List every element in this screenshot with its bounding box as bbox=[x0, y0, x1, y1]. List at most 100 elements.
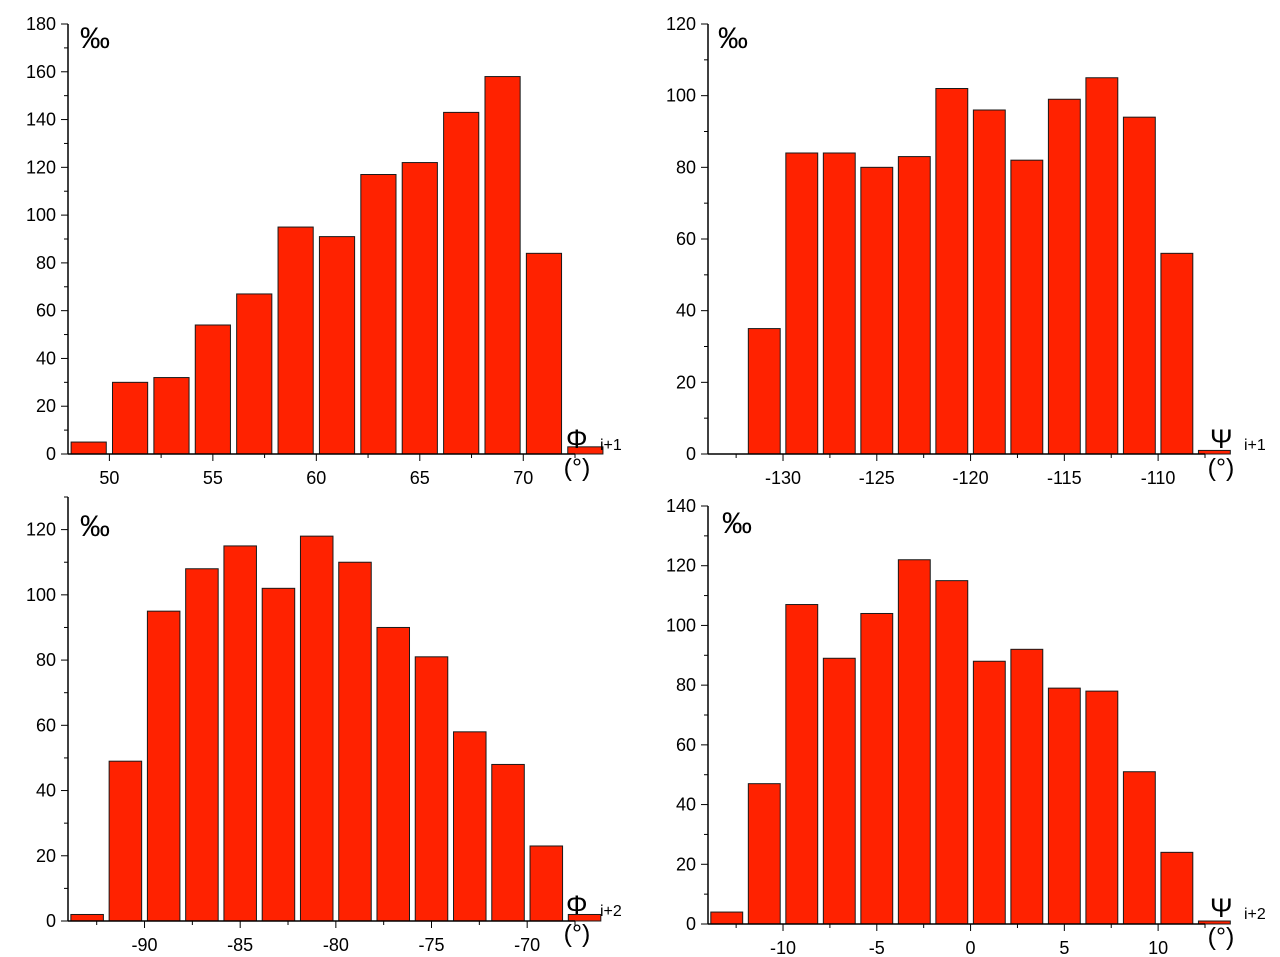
bar bbox=[567, 913, 602, 922]
y-tick-label: 20 bbox=[36, 846, 56, 866]
y-tick-label: 100 bbox=[26, 205, 56, 225]
bar bbox=[70, 913, 104, 922]
x-tick-label: -5 bbox=[869, 938, 885, 957]
bar bbox=[1122, 771, 1156, 925]
bar bbox=[236, 293, 273, 455]
phi-i2-histogram: 0 20 40 60 80 100 120 -90 -85 -80 -75 -70 ‰ Φ i+2 (°) bbox=[26, 496, 622, 955]
y-tick-label: 60 bbox=[36, 715, 56, 735]
x-axis-unit: (°) bbox=[564, 920, 591, 948]
bar bbox=[897, 559, 931, 925]
x-tick-label: -90 bbox=[132, 935, 158, 955]
bar bbox=[972, 109, 1006, 455]
y-tick-label: 80 bbox=[676, 675, 696, 695]
bar bbox=[1122, 116, 1156, 455]
y-tick-label: 80 bbox=[36, 253, 56, 273]
y-tick-label: 20 bbox=[36, 396, 56, 416]
x-tick-label: -70 bbox=[514, 935, 540, 955]
bar bbox=[1197, 920, 1231, 925]
y-tick-label: 100 bbox=[666, 86, 696, 106]
bar bbox=[318, 236, 356, 455]
bar bbox=[484, 76, 521, 455]
x-tick-label: 5 bbox=[1059, 938, 1069, 957]
bar bbox=[1160, 252, 1194, 455]
x-tick-label: 55 bbox=[203, 468, 223, 488]
bar bbox=[185, 568, 219, 922]
bar bbox=[935, 88, 969, 455]
bar bbox=[567, 446, 604, 455]
y-tick-label: 180 bbox=[26, 14, 56, 34]
y-tick-label: 120 bbox=[26, 157, 56, 177]
x-tick-label: 60 bbox=[306, 468, 326, 488]
bar bbox=[491, 763, 525, 922]
x-axis-symbol: Φ bbox=[566, 890, 588, 920]
bar bbox=[414, 656, 449, 922]
x-axis-unit: (°) bbox=[1208, 454, 1235, 482]
bar bbox=[710, 911, 744, 925]
x-tick-label: -115 bbox=[1047, 468, 1082, 488]
bar bbox=[277, 226, 314, 455]
bar bbox=[338, 561, 372, 922]
y-tick-label: 100 bbox=[26, 585, 56, 605]
y-tick-label: 40 bbox=[36, 348, 56, 368]
bar bbox=[822, 152, 856, 455]
bar bbox=[443, 111, 480, 455]
x-tick-label: -85 bbox=[227, 935, 253, 955]
bar bbox=[146, 610, 181, 922]
bar bbox=[1010, 648, 1044, 925]
y-tick-label: 100 bbox=[666, 615, 696, 635]
x-tick-label: 0 bbox=[966, 938, 976, 957]
y-tick-label: 120 bbox=[666, 14, 696, 34]
x-tick-label: 50 bbox=[99, 468, 119, 488]
bar bbox=[1047, 687, 1081, 925]
bar bbox=[223, 545, 257, 922]
y-tick-label: 0 bbox=[686, 444, 696, 464]
y-tick-label: 40 bbox=[676, 795, 696, 815]
bar bbox=[153, 377, 190, 455]
bar bbox=[70, 441, 107, 455]
x-axis-unit: (°) bbox=[564, 454, 591, 482]
bar bbox=[376, 626, 411, 922]
x-axis-subscript: i+2 bbox=[600, 903, 622, 920]
x-tick-label: -10 bbox=[770, 938, 796, 957]
bar bbox=[453, 731, 487, 922]
y-tick-label: 40 bbox=[36, 781, 56, 801]
x-tick-label: -110 bbox=[1141, 468, 1176, 488]
x-tick-label: -120 bbox=[953, 468, 989, 488]
bar bbox=[747, 783, 781, 925]
bar bbox=[525, 252, 563, 455]
y-axis-label: ‰ bbox=[718, 22, 748, 55]
y-axis-label: ‰ bbox=[80, 22, 110, 55]
x-axis-symbol: Ψ bbox=[1210, 893, 1233, 923]
x-tick-label: -130 bbox=[765, 468, 801, 488]
y-tick-label: 60 bbox=[36, 301, 56, 321]
x-tick-label: 70 bbox=[513, 468, 533, 488]
bar bbox=[529, 845, 564, 922]
bar bbox=[860, 612, 894, 925]
y-tick-label: 120 bbox=[666, 556, 696, 576]
x-tick-label: 65 bbox=[410, 468, 430, 488]
bar bbox=[299, 535, 334, 922]
bar bbox=[1010, 159, 1044, 455]
psi-i2-histogram: 0 20 40 60 80 100 120 140 -10 -5 0 5 10 ‰ Ψ i+2 (°) bbox=[666, 496, 1266, 957]
bar bbox=[194, 324, 231, 455]
y-tick-label: 0 bbox=[46, 444, 56, 464]
y-tick-label: 60 bbox=[676, 735, 696, 755]
y-axis-label: ‰ bbox=[722, 507, 752, 540]
y-tick-label: 40 bbox=[676, 301, 696, 321]
bar bbox=[935, 580, 969, 925]
bar bbox=[747, 328, 781, 455]
bar bbox=[1085, 77, 1119, 455]
bar bbox=[785, 604, 819, 925]
y-tick-label: 0 bbox=[686, 914, 696, 934]
y-tick-label: 80 bbox=[676, 157, 696, 177]
bar bbox=[1197, 449, 1231, 455]
bar bbox=[1047, 98, 1081, 455]
y-tick-label: 0 bbox=[46, 911, 56, 931]
x-axis-symbol: Φ bbox=[566, 424, 588, 454]
y-tick-label: 20 bbox=[676, 372, 696, 392]
y-tick-label: 140 bbox=[26, 110, 56, 130]
bar bbox=[108, 760, 143, 922]
y-tick-label: 140 bbox=[666, 496, 696, 516]
y-tick-label: 160 bbox=[26, 62, 56, 82]
